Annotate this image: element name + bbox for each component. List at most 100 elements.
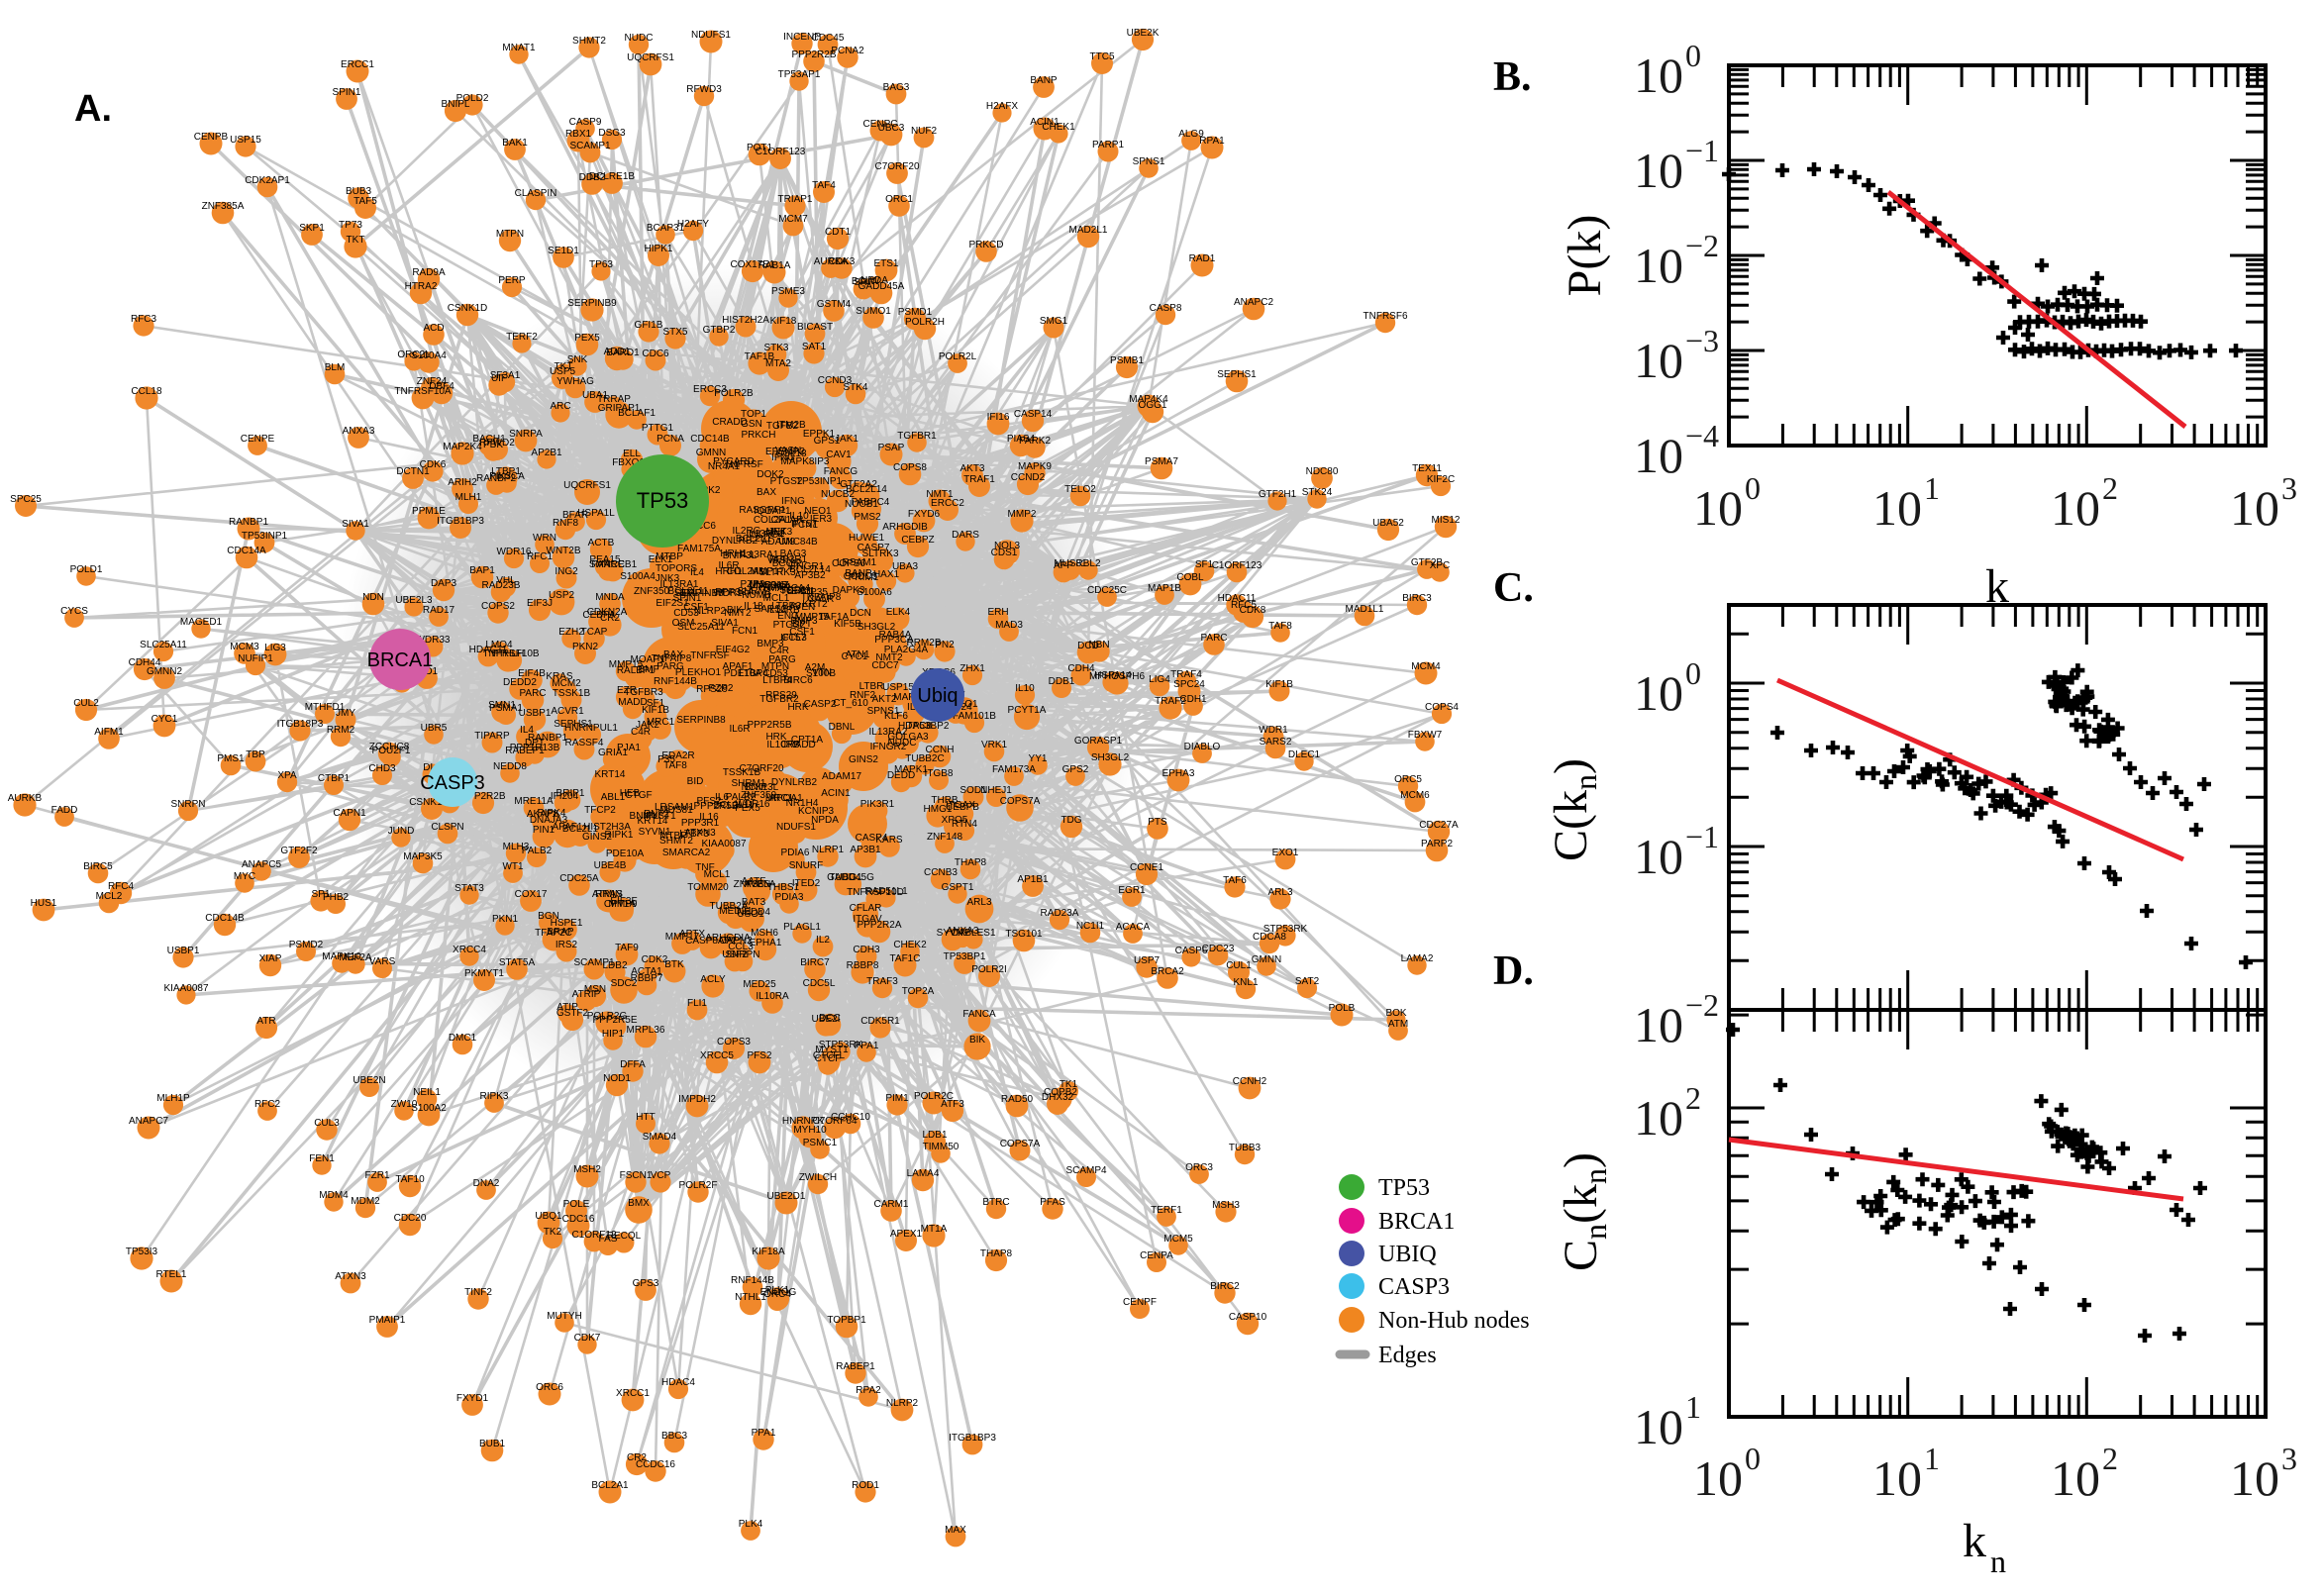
svg-text:CTBP1: CTBP1 [318,773,351,784]
svg-text:ITGAX: ITGAX [946,800,975,811]
svg-text:ELL: ELL [623,449,641,459]
svg-text:LRSAM1: LRSAM1 [837,557,876,568]
svg-text:NUDC: NUDC [625,33,654,44]
svg-text:0: 0 [1685,38,1701,73]
svg-text:MLH1: MLH1 [455,492,482,503]
svg-text:MET: MET [765,527,786,538]
svg-text:CDC25A: CDC25A [559,873,599,884]
svg-text:PSME3: PSME3 [771,286,805,297]
svg-text:TAF1B: TAF1B [745,351,775,362]
svg-text:MCM7: MCM7 [778,214,808,225]
svg-text:GTF2B: GTF2B [1411,557,1444,568]
svg-text:FANCE: FANCE [591,559,625,570]
svg-text:IL16: IL16 [699,812,719,823]
svg-text:FAM175A: FAM175A [677,544,721,554]
svg-text:SKP1: SKP1 [299,223,325,234]
svg-text:UBE4B: UBE4B [594,860,627,871]
svg-text:CCNE1: CCNE1 [1130,862,1163,873]
svg-text:POU2F1: POU2F1 [372,746,411,756]
svg-text:10: 10 [2051,1450,2100,1506]
svg-text:IL4: IL4 [520,725,534,736]
svg-text:PRKCH: PRKCH [741,430,775,441]
svg-text:RBX1: RBX1 [565,129,592,140]
svg-text:ENG: ENG [777,611,799,622]
svg-text:GTBP2: GTBP2 [703,325,736,336]
svg-text:TAF10: TAF10 [395,1174,425,1185]
svg-text:EIF3J: EIF3J [527,598,553,609]
svg-text:BTK: BTK [664,959,684,970]
svg-text:TOMM20: TOMM20 [687,882,729,893]
svg-text:SCAMP1: SCAMP1 [569,141,611,151]
svg-text:GMNN: GMNN [1252,954,1282,965]
svg-text:KLF6: KLF6 [884,711,908,722]
svg-text:PTGS2: PTGS2 [770,476,803,487]
svg-text:LTBR: LTBR [859,681,884,692]
svg-text:SF1: SF1 [647,698,665,709]
svg-text:KARS: KARS [875,835,903,846]
svg-text:NLRP1: NLRP1 [812,845,845,855]
svg-text:RPS29: RPS29 [765,690,797,701]
svg-text:PIN1: PIN1 [533,825,556,836]
svg-text:DCLRE1B: DCLRE1B [589,171,635,182]
svg-text:ELK4: ELK4 [886,607,911,618]
svg-text:UNC84B: UNC84B [749,580,788,591]
svg-text:CASP4: CASP4 [856,833,888,844]
svg-text:BAT3: BAT3 [742,897,766,908]
svg-text:ZNF148: ZNF148 [927,832,963,843]
svg-text:EIF3F: EIF3F [610,896,637,907]
svg-text:DYNLRB2: DYNLRB2 [771,777,818,788]
svg-text:ANAPC2: ANAPC2 [1234,297,1273,308]
svg-text:COPS3: COPS3 [717,1037,751,1047]
svg-text:GSTF2: GSTF2 [556,1008,589,1019]
svg-text:SEPHS1: SEPHS1 [554,719,593,730]
svg-text:TRAF4: TRAF4 [1170,669,1202,680]
svg-text:CLASPIN: CLASPIN [515,188,557,199]
svg-text:POLR2C: POLR2C [914,1091,954,1102]
svg-text:BANP: BANP [1030,75,1058,86]
svg-text:USP15: USP15 [230,135,261,146]
svg-text:TSSK1B: TSSK1B [553,688,591,699]
svg-text:MTBP: MTBP [656,551,683,562]
svg-text:UQCRFS1: UQCRFS1 [563,480,611,491]
svg-text:2: 2 [1685,1080,1701,1116]
svg-text:1: 1 [1924,1441,1940,1476]
svg-text:POLR2L: POLR2L [939,351,977,362]
svg-text:RECQL: RECQL [607,1231,642,1242]
svg-text:DDB1: DDB1 [1049,676,1075,687]
svg-text:CCND3: CCND3 [818,375,853,386]
svg-text:RRM2: RRM2 [327,725,355,736]
svg-text:TNFRSF10B: TNFRSF10B [482,648,540,659]
svg-text:BRCA1: BRCA1 [1378,1209,1455,1235]
svg-text:FBXW7: FBXW7 [1408,730,1443,741]
svg-text:A2M: A2M [805,662,826,673]
svg-text:COL2A1: COL2A1 [754,515,792,526]
svg-text:BCL2A1: BCL2A1 [591,1480,629,1491]
svg-text:MOAP1: MOAP1 [630,654,664,665]
svg-text:RABEP1: RABEP1 [505,746,545,756]
svg-text:APAF1: APAF1 [553,822,583,833]
svg-text:BMP3: BMP3 [790,616,818,627]
svg-text:PKMYT1: PKMYT1 [464,968,504,979]
svg-text:PZP2: PZP2 [708,683,733,694]
svg-text:HIST2H3A: HIST2H3A [583,822,631,833]
svg-text:POLR2B: POLR2B [714,388,754,399]
svg-text:PARC: PARC [519,688,546,699]
svg-text:CDS1: CDS1 [991,548,1018,558]
svg-text:RTEL1: RTEL1 [156,1269,187,1280]
svg-text:CTCF: CTCF [815,1053,842,1064]
svg-text:SLTRK3: SLTRK3 [758,567,795,578]
svg-text:NMT2: NMT2 [875,652,903,663]
svg-text:PDIA6: PDIA6 [781,848,810,858]
svg-text:CASP14: CASP14 [1014,409,1053,420]
svg-text:PSMB1: PSMB1 [1110,355,1144,366]
svg-text:BIRC3: BIRC3 [1402,593,1432,604]
svg-text:10: 10 [2230,480,2279,536]
svg-text:ATF3: ATF3 [941,1099,964,1110]
svg-text:MRC1: MRC1 [765,793,794,804]
svg-text:ATXN3: ATXN3 [684,828,716,839]
svg-text:EPPK1: EPPK1 [803,429,836,440]
svg-text:WNT2B: WNT2B [547,546,581,556]
svg-text:SMAD4: SMAD4 [643,1132,677,1143]
svg-text:NTHL1: NTHL1 [735,1292,766,1303]
svg-text:SCAMP4: SCAMP4 [1065,1165,1107,1176]
